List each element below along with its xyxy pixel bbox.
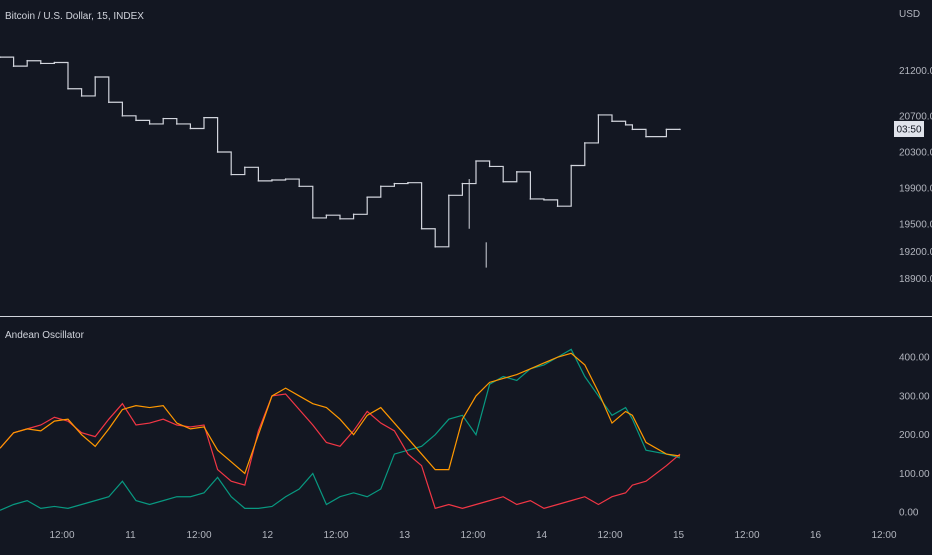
- indicator-title[interactable]: Andean Oscillator: [5, 330, 85, 341]
- time-tick-label: 13: [399, 530, 411, 541]
- price-point: [135, 119, 137, 122]
- price-point: [203, 116, 205, 119]
- price-point: [284, 178, 287, 180]
- price-point: [434, 246, 437, 248]
- price-point: [380, 185, 382, 188]
- price-point: [461, 182, 464, 185]
- price-point: [271, 179, 273, 181]
- countdown-badge: 03:50: [894, 121, 924, 137]
- price-point: [216, 151, 219, 153]
- price-point: [298, 185, 301, 188]
- price-point: [230, 173, 232, 176]
- price-point: [40, 62, 42, 65]
- price-point: [488, 165, 491, 168]
- oscillator-series-signal: [0, 352, 681, 475]
- price-point: [448, 194, 450, 197]
- price-point: [53, 61, 56, 64]
- price-point: [529, 198, 532, 200]
- price-point: [570, 164, 572, 167]
- time-tick-label: 16: [810, 530, 822, 541]
- countdown-badge-bg: [894, 121, 924, 137]
- price-point: [407, 181, 409, 184]
- price-point: [645, 135, 647, 138]
- price-point: [516, 171, 518, 173]
- price-tick-label: 19200.00: [899, 247, 932, 258]
- currency-label: USD: [899, 9, 920, 20]
- price-tick-label: 20300.00: [899, 147, 932, 158]
- time-tick-label: 14: [536, 530, 548, 541]
- price-point: [611, 120, 613, 123]
- price-point: [665, 128, 668, 131]
- oscillator-pane[interactable]: [0, 348, 681, 511]
- price-tick-label: 19900.00: [899, 184, 932, 195]
- oscillator-series-bear: [0, 393, 681, 510]
- time-tick-label: 11: [125, 530, 136, 541]
- oscillator-tick-label: 100.00: [899, 469, 930, 480]
- time-axis[interactable]: 12:00 11 12:00 12 12:00 13 12:00 14 12:00 15 12:00…: [49, 530, 896, 541]
- price-point: [67, 87, 69, 90]
- price-point: [108, 101, 110, 104]
- price-pane[interactable]: [0, 56, 681, 268]
- price-point: [597, 114, 600, 116]
- time-tick-label: 12:00: [186, 530, 211, 541]
- price-point: [679, 128, 681, 131]
- price-point: [584, 142, 586, 144]
- time-tick-label: 12:00: [871, 530, 896, 541]
- oscillator-tick-label: 400.00: [899, 353, 930, 364]
- price-point: [366, 196, 369, 198]
- time-tick-label: 12:00: [323, 530, 348, 541]
- price-point: [420, 227, 423, 230]
- oscillator-tick-label: 300.00: [899, 391, 930, 402]
- time-tick-label: 12:00: [49, 530, 74, 541]
- price-point: [502, 180, 505, 183]
- price-point: [556, 205, 559, 207]
- price-point: [257, 180, 260, 182]
- price-tick-label: 21200.00: [899, 66, 932, 77]
- countdown-text: 03:50: [896, 125, 921, 136]
- price-point: [176, 123, 178, 125]
- price-point: [80, 95, 83, 97]
- oscillator-tick-label: 200.00: [899, 430, 930, 441]
- price-point: [393, 182, 396, 185]
- symbol-title[interactable]: Bitcoin / U.S. Dollar, 15, INDEX: [5, 11, 144, 22]
- price-axis[interactable]: 18900.00 19200.00 19500.00 19900.00 20300.00…: [899, 66, 932, 285]
- price-point: [121, 115, 124, 117]
- price-point: [26, 59, 29, 62]
- price-point: [339, 218, 341, 220]
- price-point: [12, 65, 15, 67]
- time-tick-label: 12:00: [460, 530, 485, 541]
- oscillator-tick-label: 0.00: [899, 508, 919, 519]
- price-series-line: [0, 56, 680, 248]
- price-point: [624, 124, 627, 126]
- price-point: [543, 199, 545, 201]
- time-tick-label: 12: [262, 530, 274, 541]
- price-tick-label: 18900.00: [899, 274, 932, 285]
- price-point: [0, 56, 1, 58]
- price-point: [352, 213, 355, 216]
- price-point: [312, 217, 314, 219]
- price-point: [162, 117, 164, 120]
- price-point: [325, 214, 328, 217]
- price-tick-label: 19500.00: [899, 220, 932, 231]
- price-tick-label: 20700.00: [899, 111, 932, 122]
- time-tick-label: 15: [673, 530, 685, 541]
- price-point: [475, 160, 477, 162]
- oscillator-axis[interactable]: 0.00 100.00 200.00 300.00 400.00: [899, 353, 930, 519]
- price-point: [189, 127, 192, 130]
- price-point: [631, 128, 634, 131]
- price-point: [244, 166, 246, 169]
- price-point: [94, 76, 96, 78]
- time-tick-label: 12:00: [734, 530, 759, 541]
- oscillator-series-bull: [0, 348, 681, 511]
- time-tick-label: 12:00: [597, 530, 622, 541]
- price-point: [148, 123, 151, 125]
